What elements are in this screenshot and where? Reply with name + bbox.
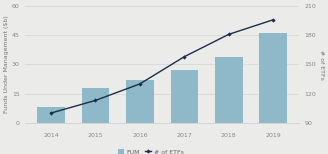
Y-axis label: Funds Under Management ($b): Funds Under Management ($b) xyxy=(4,16,9,113)
Bar xyxy=(82,88,109,123)
# of ETFs xyxy=(49,112,53,114)
Bar xyxy=(171,70,198,123)
# of ETFs xyxy=(271,19,275,21)
Bar xyxy=(37,107,65,123)
Line: # of ETFs: # of ETFs xyxy=(50,18,275,115)
Legend: FUM, # of ETFs: FUM, # of ETFs xyxy=(115,147,186,154)
Y-axis label: # of ETFs: # of ETFs xyxy=(319,50,324,79)
Bar xyxy=(259,33,287,123)
Bar xyxy=(126,80,154,123)
# of ETFs xyxy=(182,56,186,58)
# of ETFs xyxy=(93,99,97,101)
Bar xyxy=(215,57,242,123)
# of ETFs xyxy=(227,33,231,35)
# of ETFs xyxy=(138,83,142,85)
